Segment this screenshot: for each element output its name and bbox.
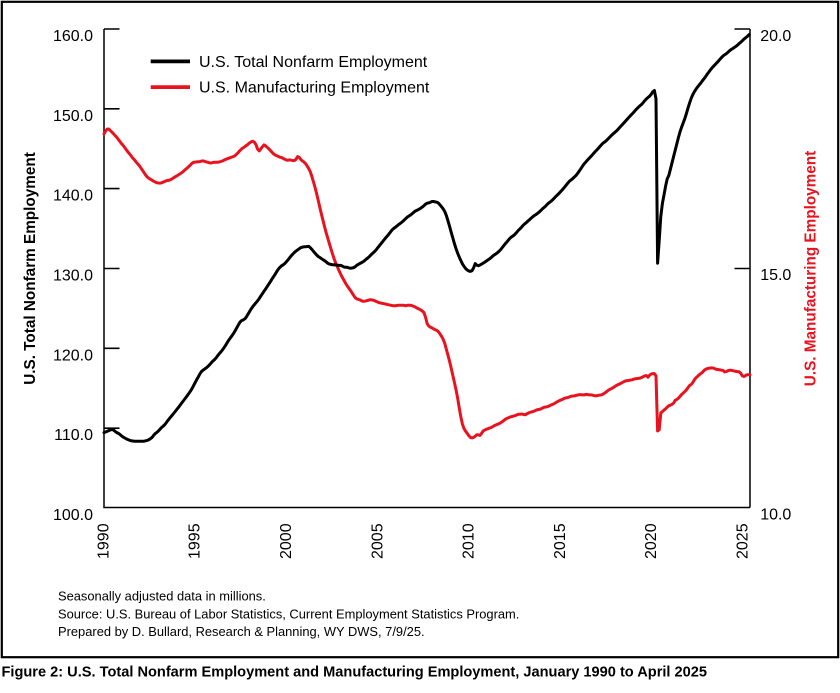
svg-text:110.0: 110.0 <box>54 427 93 444</box>
svg-text:U.S. Total Nonfarm Employment: U.S. Total Nonfarm Employment <box>22 152 39 385</box>
svg-text:140.0: 140.0 <box>53 188 93 205</box>
svg-text:U.S. Manufacturing Employment: U.S. Manufacturing Employment <box>199 80 430 97</box>
svg-text:10.0: 10.0 <box>760 507 791 524</box>
svg-text:Prepared by D. Bullard, Resear: Prepared by D. Bullard, Research & Plann… <box>58 624 425 639</box>
svg-text:2020: 2020 <box>643 523 660 559</box>
svg-text:2005: 2005 <box>369 523 386 559</box>
svg-text:160.0: 160.0 <box>53 28 93 45</box>
svg-text:U.S. Manufacturing Employment: U.S. Manufacturing Employment <box>803 151 820 386</box>
svg-text:2010: 2010 <box>461 523 478 559</box>
svg-text:130.0: 130.0 <box>53 268 93 285</box>
svg-text:150.0: 150.0 <box>53 108 93 125</box>
svg-text:100.0: 100.0 <box>53 507 93 524</box>
svg-text:2015: 2015 <box>552 523 569 559</box>
svg-text:Source: U.S. Bureau of Labor S: Source: U.S. Bureau of Labor Statistics,… <box>58 606 519 621</box>
svg-text:Figure 2: U.S. Total Nonfarm E: Figure 2: U.S. Total Nonfarm Employment … <box>2 665 708 681</box>
svg-text:Seasonally adjusted data in mi: Seasonally adjusted data in millions. <box>58 589 266 604</box>
svg-text:1995: 1995 <box>187 523 204 559</box>
svg-text:20.0: 20.0 <box>760 28 791 45</box>
svg-text:2000: 2000 <box>278 523 295 559</box>
svg-text:2025: 2025 <box>735 523 752 559</box>
svg-text:15.0: 15.0 <box>760 267 791 284</box>
svg-text:U.S. Total Nonfarm Employment: U.S. Total Nonfarm Employment <box>199 54 428 71</box>
svg-text:1990: 1990 <box>95 523 112 559</box>
svg-text:120.0: 120.0 <box>53 347 93 364</box>
